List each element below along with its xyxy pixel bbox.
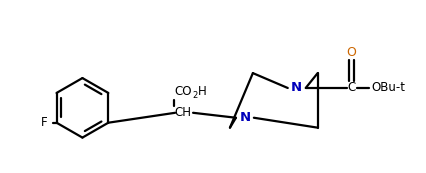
- Text: H: H: [198, 85, 206, 98]
- Text: 2: 2: [192, 91, 197, 100]
- Text: N: N: [239, 111, 250, 124]
- Text: OBu-t: OBu-t: [371, 81, 405, 94]
- Text: CH: CH: [174, 106, 191, 119]
- Text: C: C: [347, 81, 355, 94]
- Text: O: O: [346, 46, 356, 59]
- Text: F: F: [41, 116, 47, 129]
- Text: N: N: [291, 81, 302, 94]
- Text: CO: CO: [174, 85, 191, 98]
